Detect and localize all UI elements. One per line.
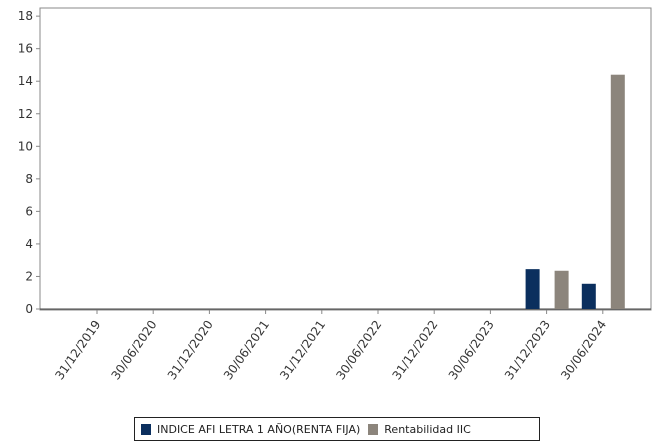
x-tick-label: 30/06/2024 bbox=[558, 318, 609, 383]
bar-indice bbox=[525, 269, 540, 309]
y-tick-label: 12 bbox=[18, 107, 33, 121]
y-tick-label: 0 bbox=[25, 302, 33, 316]
x-tick-label: 31/12/2022 bbox=[390, 318, 441, 383]
y-tick-label: 14 bbox=[18, 74, 33, 88]
y-tick-label: 2 bbox=[25, 269, 33, 283]
x-tick-label: 31/12/2023 bbox=[502, 318, 553, 383]
x-tick-label: 30/06/2020 bbox=[109, 318, 160, 383]
x-axis: 31/12/2019 30/06/2020 31/12/2020 30/06/2021… bbox=[52, 310, 609, 382]
y-tick-label: 10 bbox=[18, 139, 33, 153]
y-tick-label: 8 bbox=[25, 172, 33, 186]
legend-label-indice: INDICE AFI LETRA 1 AÑO(RENTA FIJA) bbox=[157, 422, 361, 436]
legend-swatch-indice bbox=[141, 423, 151, 435]
x-tick-label: 30/06/2021 bbox=[221, 318, 272, 383]
legend-swatch-rentabilidad bbox=[368, 423, 379, 435]
bar-rentabilidad bbox=[610, 74, 625, 310]
x-tick-label: 31/12/2020 bbox=[165, 318, 216, 383]
plot-area-frame bbox=[39, 7, 652, 311]
y-axis: 0 2 4 6 8 10 12 14 16 18 bbox=[18, 9, 651, 316]
y-tick-label: 4 bbox=[25, 237, 33, 251]
legend-label-rentabilidad: Rentabilidad IIC bbox=[384, 422, 471, 436]
bar-indice bbox=[581, 283, 596, 309]
y-tick-label: 18 bbox=[18, 9, 33, 23]
bar-rentabilidad bbox=[554, 270, 569, 309]
y-tick-label: 16 bbox=[18, 42, 33, 56]
x-tick-label: 30/06/2023 bbox=[446, 318, 497, 383]
y-tick-label: 6 bbox=[25, 204, 33, 218]
legend-item-rentabilidad: Rentabilidad IIC bbox=[368, 422, 471, 436]
legend: INDICE AFI LETRA 1 AÑO(RENTA FIJA) Renta… bbox=[134, 417, 540, 441]
x-tick-label: 30/06/2022 bbox=[333, 318, 384, 383]
x-tick-label: 31/12/2019 bbox=[52, 318, 103, 383]
x-tick-label: 31/12/2021 bbox=[277, 318, 328, 383]
legend-item-indice: INDICE AFI LETRA 1 AÑO(RENTA FIJA) bbox=[141, 423, 360, 436]
bars-group bbox=[525, 74, 625, 310]
